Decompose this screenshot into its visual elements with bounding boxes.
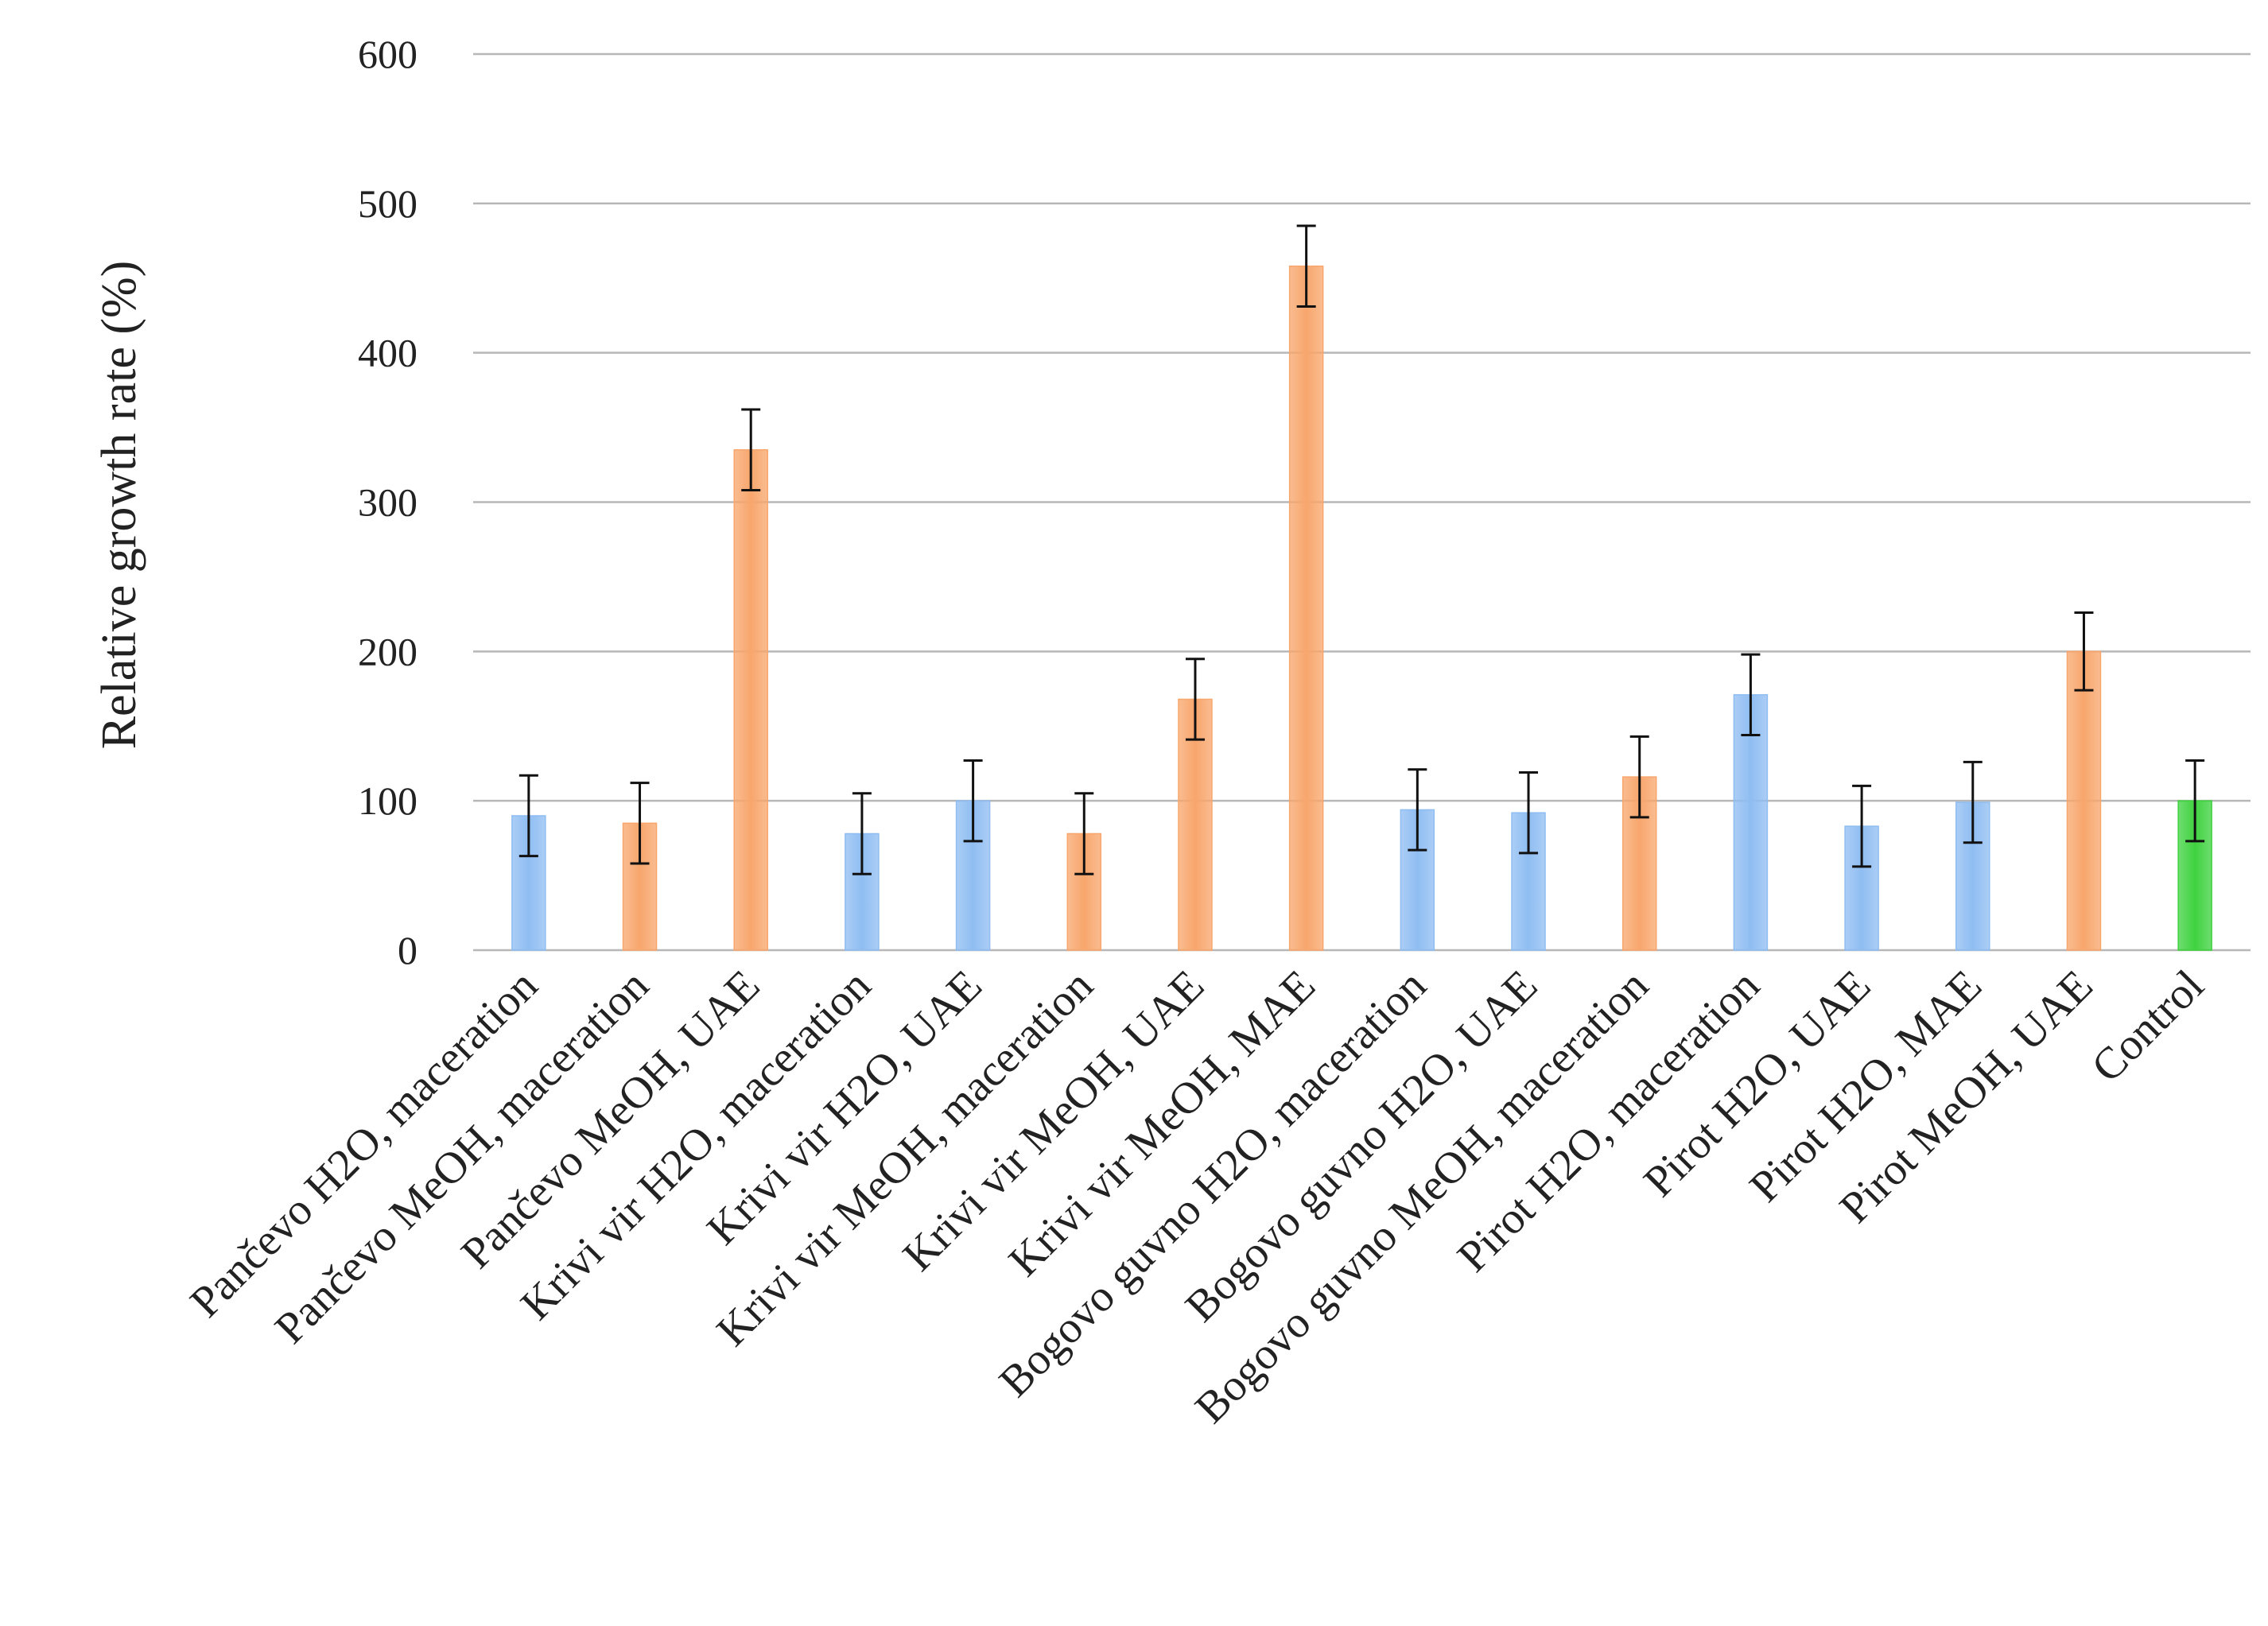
error-bar-6 (1074, 792, 1094, 875)
error-bar-13 (1852, 784, 1872, 868)
bars (511, 265, 2212, 951)
bar-10 (1511, 812, 1546, 951)
error-bar-16 (2185, 759, 2205, 843)
error-bar-2 (630, 782, 650, 865)
bar-8 (1288, 265, 1324, 951)
y-tick-label-600: 600 (358, 32, 417, 76)
error-bar-3 (741, 408, 761, 491)
gridlines (473, 52, 2251, 952)
error-bar-5 (963, 759, 983, 843)
error-bar-1 (518, 774, 538, 858)
bar-15 (2066, 650, 2102, 951)
error-bars (518, 224, 2205, 875)
error-bar-15 (2074, 611, 2094, 692)
y-axis-ticks: 0 100 200 300 400 500 600 (358, 32, 417, 972)
error-bar-7 (1185, 658, 1205, 741)
y-tick-label-500: 500 (358, 181, 417, 226)
bar-3 (733, 449, 768, 951)
y-axis-label: Relative growth rate (%) (92, 261, 146, 750)
y-tick-label-300: 300 (358, 480, 417, 525)
bar-7 (1178, 698, 1213, 951)
error-bar-14 (1963, 760, 1983, 844)
error-bar-11 (1629, 735, 1649, 819)
bar-9 (1400, 809, 1435, 951)
bar-12 (1733, 694, 1769, 951)
error-bar-10 (1519, 770, 1539, 855)
y-tick-label-200: 200 (358, 629, 417, 673)
y-tick-label-0: 0 (398, 928, 417, 972)
x-tick-label-16: Control (2083, 960, 2214, 1092)
y-tick-label-100: 100 (358, 778, 417, 823)
error-bar-12 (1741, 653, 1761, 737)
error-bar-4 (852, 792, 872, 875)
y-tick-label-400: 400 (358, 331, 417, 375)
error-bar-9 (1408, 768, 1427, 852)
error-bar-8 (1296, 224, 1316, 308)
